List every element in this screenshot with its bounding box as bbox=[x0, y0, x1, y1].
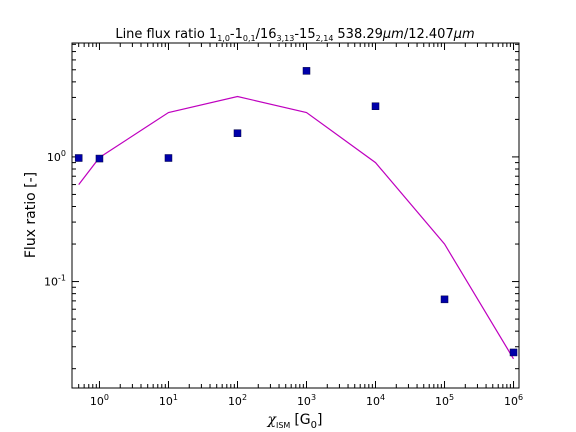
data-point-square bbox=[302, 67, 311, 75]
x-axis-label: χISM [G0] bbox=[267, 412, 323, 431]
data-point-square bbox=[233, 129, 242, 137]
x-tick-label: 106 bbox=[504, 393, 523, 408]
data-point-square bbox=[440, 295, 449, 304]
y-tick-label: 100 bbox=[47, 149, 66, 164]
x-tick-label: 103 bbox=[297, 393, 316, 408]
data-point-square bbox=[371, 102, 380, 110]
data-point-square bbox=[95, 154, 104, 163]
x-axis-ticks: 100 101 102 103 104 105 106 bbox=[71, 43, 523, 408]
x-tick-label: 105 bbox=[435, 393, 454, 408]
x-tick-label: 104 bbox=[366, 393, 385, 408]
data-point-square bbox=[164, 154, 173, 162]
chart-title: Line flux ratio 11,0-10,1/163,13-152,14 5… bbox=[115, 27, 474, 43]
y-tick-label: 10-1 bbox=[44, 274, 66, 289]
x-tick-label: 100 bbox=[90, 393, 109, 408]
model-line bbox=[78, 95, 515, 360]
x-tick-label: 102 bbox=[228, 393, 247, 408]
y-axis-label: Flux ratio [-] bbox=[23, 172, 39, 258]
x-tick-label: 101 bbox=[159, 393, 178, 408]
plot-frame bbox=[71, 42, 520, 389]
data-point-square bbox=[74, 154, 83, 162]
data-point-square bbox=[509, 348, 518, 357]
series-layer bbox=[74, 67, 518, 360]
y-axis-ticks: 10-1 100 bbox=[44, 43, 519, 370]
